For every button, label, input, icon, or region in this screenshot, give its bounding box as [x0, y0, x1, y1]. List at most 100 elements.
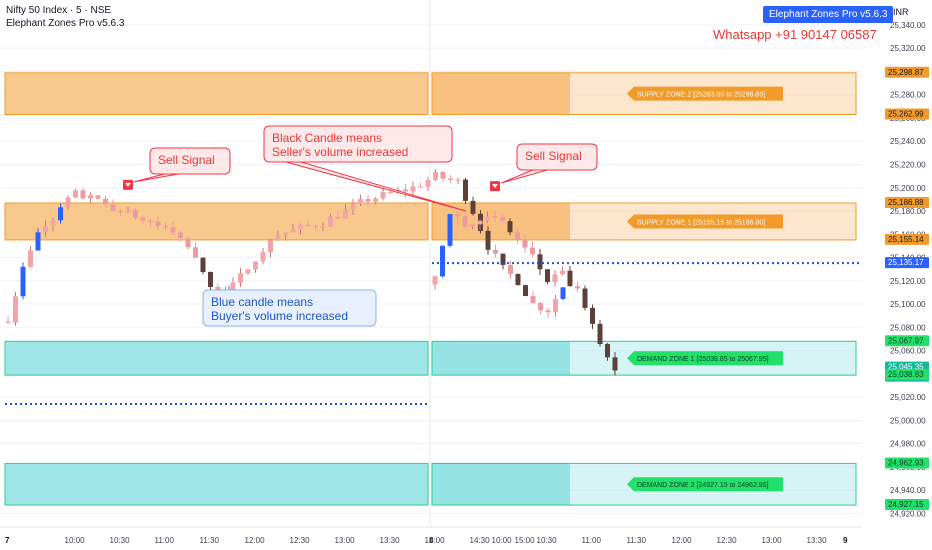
candle-body	[455, 214, 460, 217]
callout-pointer	[500, 168, 552, 184]
candle	[28, 245, 33, 269]
zone-label-text: SUPPLY ZONE 1 [25155.15 to 25186.90]	[637, 219, 765, 226]
whatsapp-text: Whatsapp +91 90147 06587	[713, 27, 877, 42]
candle	[148, 219, 153, 227]
price-label-bg	[885, 233, 929, 245]
candle	[440, 245, 445, 278]
candle-body	[612, 357, 618, 371]
candle	[238, 268, 243, 288]
price-label-bg	[885, 369, 929, 381]
candle-body	[185, 238, 191, 248]
candle-body	[163, 225, 168, 228]
candle	[447, 213, 453, 248]
candle	[500, 253, 506, 270]
candle	[538, 301, 543, 315]
candle	[590, 304, 595, 329]
candle	[522, 235, 528, 253]
candle-body	[605, 343, 610, 358]
demand-zone-label: DEMAND ZONE 1 [25038.85 to 25067.95]	[627, 351, 783, 366]
candle-body	[50, 220, 56, 226]
price-axis: 24,920.0024,940.0024,960.0024,980.0025,0…	[862, 0, 932, 550]
candle-body	[462, 216, 468, 227]
time-tick-label: 13:30	[380, 536, 401, 545]
candle	[373, 197, 378, 205]
time-tick-label: 14:30	[470, 536, 491, 545]
candle-body	[230, 282, 236, 290]
candle-body	[350, 203, 356, 210]
candle	[537, 248, 543, 275]
supply-zone-day8-solid	[432, 72, 570, 115]
candle-body	[448, 178, 453, 180]
candle-body	[492, 216, 498, 218]
candle-body	[35, 232, 41, 251]
candle	[193, 242, 198, 259]
candle-body	[373, 198, 378, 202]
candle	[185, 236, 191, 250]
candle-body	[305, 224, 311, 226]
candle-body	[485, 230, 491, 250]
price-label: 25,186.88	[885, 197, 929, 209]
candle	[575, 281, 580, 293]
candle	[530, 290, 536, 305]
candle	[253, 261, 258, 273]
candle-body	[170, 227, 176, 233]
candle-body	[380, 191, 386, 199]
price-label-text: 24,927.15	[888, 500, 924, 509]
candle	[463, 177, 468, 205]
price-label-bg	[885, 257, 929, 269]
demand-zone-day8-solid	[432, 463, 570, 506]
price-tick-label: 24,920.00	[890, 509, 926, 518]
price-label: 25,038.83	[885, 369, 929, 381]
candle-body	[567, 270, 573, 287]
candle	[50, 217, 56, 232]
callout-text: Sell Signal	[158, 153, 215, 167]
candle	[328, 213, 333, 228]
price-label-bg	[885, 499, 929, 511]
candle	[493, 244, 498, 258]
currency-label[interactable]: INR	[893, 7, 909, 17]
sell-arrow-icon	[125, 182, 131, 187]
candle	[110, 199, 116, 212]
candle	[515, 273, 521, 286]
time-tick-label: 12:30	[717, 536, 738, 545]
zones-layer: SUPPLY ZONE 2 [25263.00 to 25298.85] SUPP…	[4, 72, 857, 506]
candle	[73, 188, 78, 199]
candle-body	[133, 209, 138, 218]
candle	[140, 215, 146, 224]
time-tick-label: 11:30	[627, 536, 647, 545]
callout-text: Buyer's volume increased	[211, 309, 348, 323]
sell-signal	[490, 181, 500, 192]
candle-body	[530, 247, 535, 255]
candle-body	[493, 249, 498, 254]
price-tick-label: 25,120.00	[890, 277, 926, 286]
candle-body	[365, 199, 371, 202]
price-tick-label: 25,060.00	[890, 347, 926, 356]
price-label-bg	[885, 457, 929, 469]
candle	[178, 231, 183, 242]
price-label-text: 25,038.83	[888, 370, 924, 379]
candle	[462, 213, 468, 229]
candle	[13, 292, 18, 326]
indicator-badge[interactable]: Elephant Zones Pro v5.6.3	[763, 6, 894, 23]
candle-body	[268, 240, 273, 253]
candle-body	[530, 296, 536, 304]
candle-body	[118, 210, 123, 213]
candle-body	[103, 198, 108, 205]
candle-body	[208, 272, 213, 287]
zone-label-bg	[627, 477, 783, 492]
candle-body	[470, 224, 475, 227]
candle-body	[95, 195, 101, 199]
zone-label-text: DEMAND ZONE 2 [24927.15 to 24962.95]	[637, 482, 769, 489]
candle-body	[552, 274, 558, 283]
day-label: 8	[429, 536, 434, 545]
candle-body	[320, 226, 326, 228]
price-tick-label: 25,220.00	[890, 161, 926, 170]
candle	[95, 194, 101, 201]
candle	[425, 176, 431, 192]
candle	[125, 206, 131, 214]
price-label: 24,962.93	[885, 457, 929, 469]
candle-body	[440, 171, 446, 179]
candle-body	[155, 221, 161, 226]
